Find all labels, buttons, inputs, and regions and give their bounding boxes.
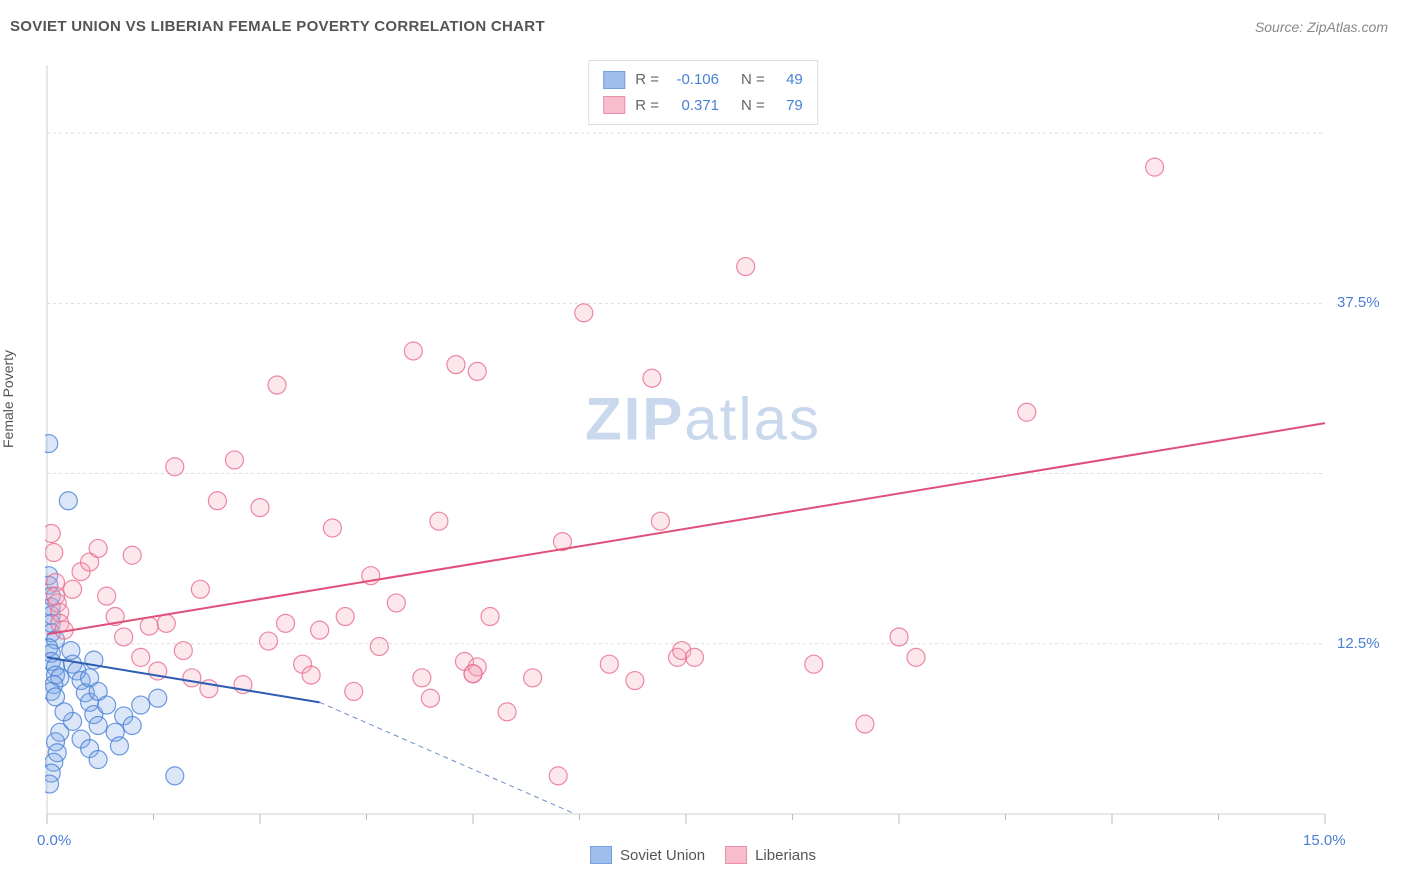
legend-item-0: Soviet Union: [590, 846, 705, 864]
legend-r-value-0: -0.106: [669, 67, 719, 93]
chart-title: SOVIET UNION VS LIBERIAN FEMALE POVERTY …: [10, 18, 545, 35]
y-axis-label: 37.5%: [1337, 294, 1380, 311]
legend-label-0: Soviet Union: [620, 847, 705, 864]
header: SOVIET UNION VS LIBERIAN FEMALE POVERTY …: [10, 18, 1388, 35]
y-axis-label: 12.5%: [1337, 635, 1380, 652]
legend-n-label: N =: [741, 93, 765, 119]
legend-swatch-icon: [725, 846, 747, 864]
y-axis-title: Female Poverty: [0, 350, 16, 448]
legend-r-label: R =: [635, 93, 659, 119]
legend-r-label: R =: [635, 67, 659, 93]
plot-area: [45, 55, 1385, 830]
legend-r-value-1: 0.371: [669, 93, 719, 119]
legend-n-value-1: 79: [775, 93, 803, 119]
legend-stats-row-1: R = 0.371 N = 79: [603, 93, 803, 119]
x-axis-label-max: 15.0%: [1303, 832, 1346, 849]
legend-stats-row-0: R = -0.106 N = 49: [603, 67, 803, 93]
x-axis-label-min: 0.0%: [37, 832, 71, 849]
legend-swatch-icon: [590, 846, 612, 864]
scatter-plot: [45, 55, 1385, 830]
legend-item-1: Liberians: [725, 846, 816, 864]
source-attribution: Source: ZipAtlas.com: [1255, 19, 1388, 35]
legend-n-value-0: 49: [775, 67, 803, 93]
legend-series: Soviet Union Liberians: [590, 846, 816, 864]
legend-stats: R = -0.106 N = 49 R = 0.371 N = 79: [588, 60, 818, 125]
legend-swatch-0: [603, 71, 625, 89]
legend-n-label: N =: [741, 67, 765, 93]
legend-swatch-1: [603, 96, 625, 114]
legend-label-1: Liberians: [755, 847, 816, 864]
